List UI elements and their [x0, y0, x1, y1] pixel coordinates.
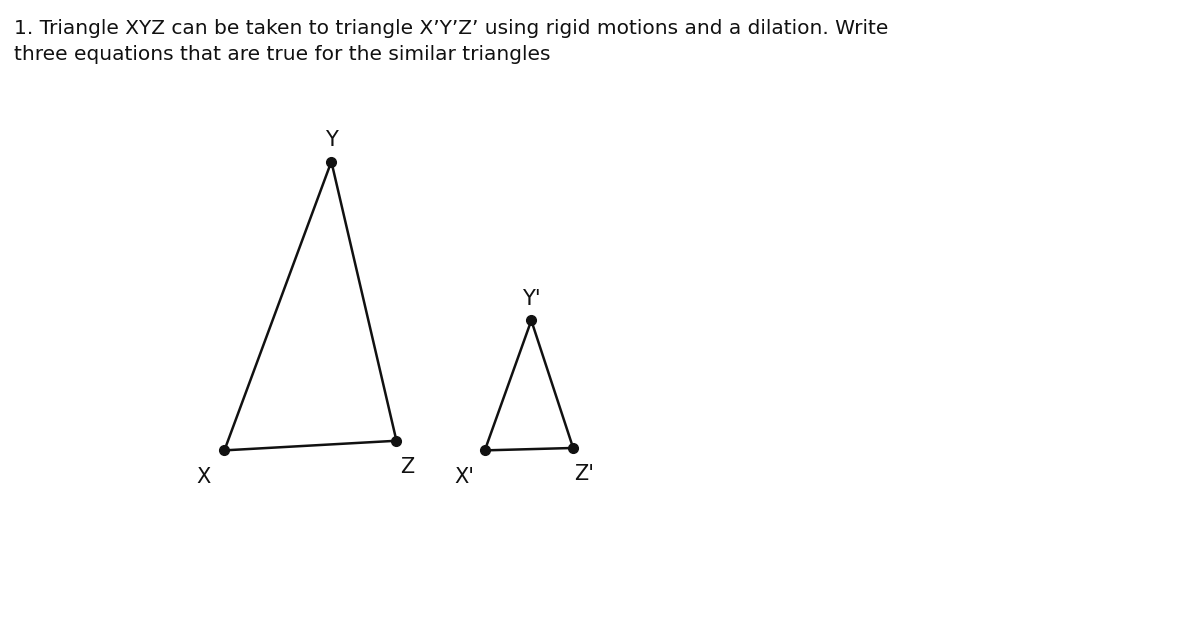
Text: 1. Triangle XYZ can be taken to triangle X’Y’Z’ using rigid motions and a dilati: 1. Triangle XYZ can be taken to triangle… [14, 19, 889, 64]
Text: X': X' [455, 467, 474, 487]
Text: Z: Z [401, 458, 415, 478]
Text: Z': Z' [575, 464, 594, 484]
Text: X: X [197, 467, 211, 487]
Text: Y': Y' [522, 289, 541, 309]
Text: Y: Y [325, 130, 337, 150]
